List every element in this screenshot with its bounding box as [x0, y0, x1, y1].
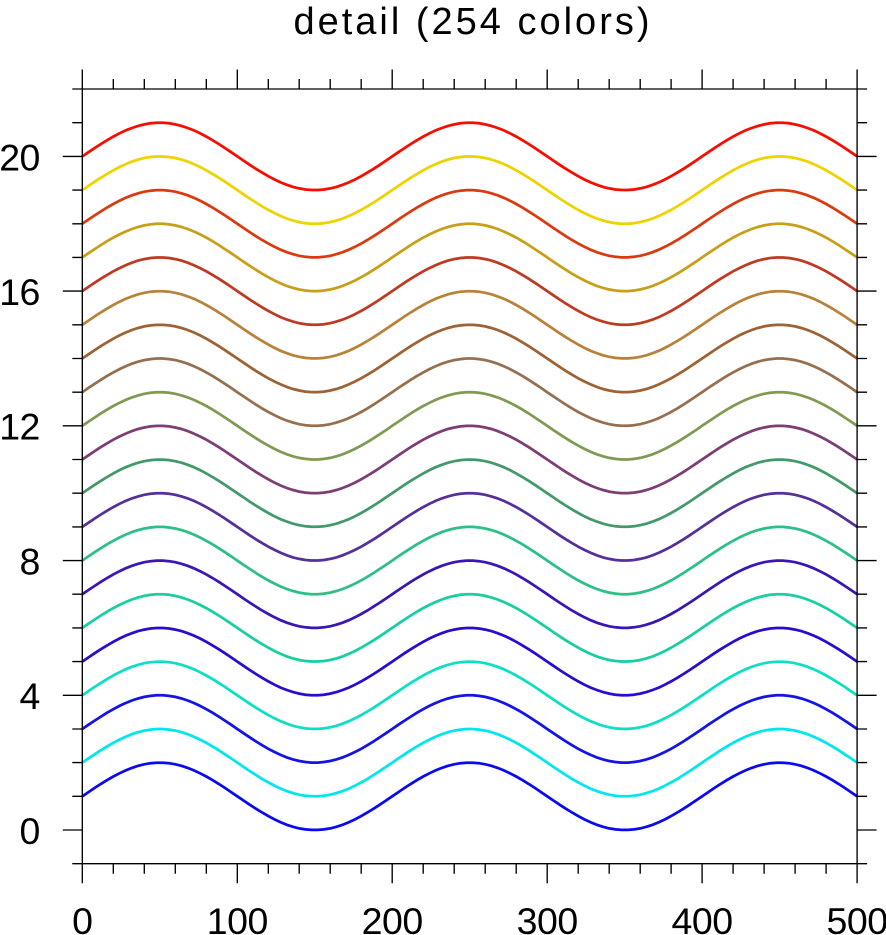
svg-text:8: 8: [20, 541, 40, 583]
svg-text:400: 400: [672, 900, 733, 935]
svg-text:0: 0: [20, 810, 40, 852]
svg-text:300: 300: [517, 900, 578, 935]
svg-text:0: 0: [72, 900, 92, 935]
svg-text:20: 20: [0, 136, 40, 178]
svg-text:16: 16: [0, 271, 40, 313]
svg-text:4: 4: [20, 675, 40, 717]
svg-text:12: 12: [0, 406, 40, 448]
svg-text:200: 200: [362, 900, 423, 935]
svg-text:detail (254 colors): detail (254 colors): [293, 1, 652, 43]
svg-text:100: 100: [207, 900, 268, 935]
svg-text:500: 500: [827, 900, 886, 935]
